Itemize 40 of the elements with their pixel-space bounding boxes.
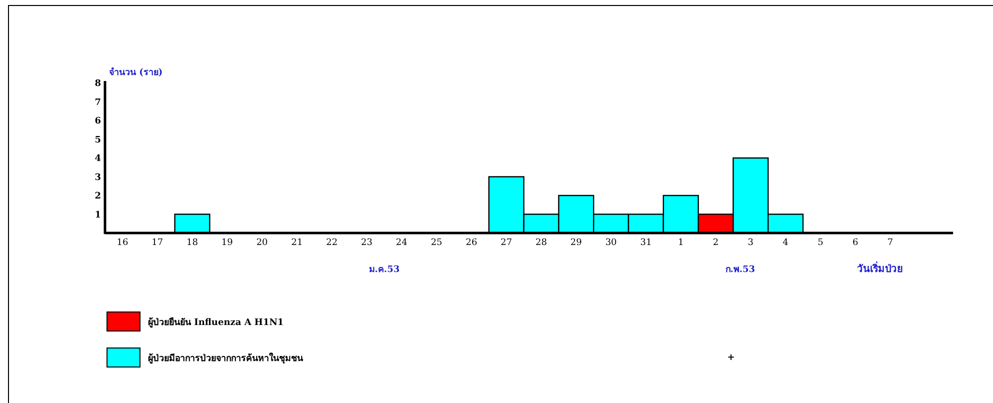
y-tick-label: 8: [94, 79, 101, 89]
x-tick-label: 21: [291, 238, 303, 248]
x-tick-label: 30: [605, 238, 618, 248]
x-tick-label: 16: [116, 238, 128, 248]
x-tick-label: 7: [887, 238, 894, 248]
y-tick-label: 6: [94, 116, 101, 126]
x-tick-label: 25: [430, 238, 443, 248]
x-axis-title: วันเริ่มป่วย: [856, 261, 903, 275]
x-tick-label: 27: [500, 238, 512, 248]
x-tick-label: 2: [712, 238, 719, 248]
legend: ผู้ป่วยมีอาการป่วยจากการค้นหาในชุมชน: [106, 348, 303, 368]
x-tick-label: 4: [782, 238, 789, 248]
y-tick-label: 4: [94, 154, 101, 164]
y-tick-label: 2: [94, 192, 101, 202]
text: ก.พ.53: [725, 265, 756, 275]
x-tick-label: 6: [852, 238, 858, 248]
y-tick-label: 3: [94, 172, 101, 183]
x-tick-label: 28: [536, 238, 548, 248]
x-tick-label: 18: [186, 238, 198, 248]
x-tick-label: 17: [152, 238, 164, 248]
y-axis-title: จำนวน (ราย): [109, 67, 163, 78]
text: ม.ค.53: [368, 265, 400, 275]
x-tick-label: 22: [326, 238, 338, 248]
x-tick-label: 31: [640, 238, 652, 248]
legend-label: ผู้ป่วยยืนยัน Influenza A H1N1: [148, 316, 284, 328]
x-tick-label: 24: [396, 238, 408, 248]
y-tick-label: 5: [94, 135, 101, 146]
legend-label: ผู้ป่วยมีอาการป่วยจากการค้นหาในชุมชน: [148, 352, 304, 364]
text: +: [727, 353, 735, 363]
x-tick-label: 3: [748, 238, 754, 248]
y-tick-label: 1: [94, 210, 101, 220]
x-tick-label: 19: [221, 238, 234, 248]
legend: ผู้ป่วยยืนยัน Influenza A H1N1: [106, 312, 284, 332]
x-tick-label: 20: [256, 238, 268, 248]
y-tick-label: 7: [94, 98, 101, 108]
x-tick-label: 26: [466, 238, 478, 248]
x-tick-label: 5: [818, 238, 824, 248]
x-tick-label: 1: [678, 238, 684, 248]
x-tick-label: 29: [570, 238, 582, 248]
x-tick-label: 23: [361, 238, 373, 248]
